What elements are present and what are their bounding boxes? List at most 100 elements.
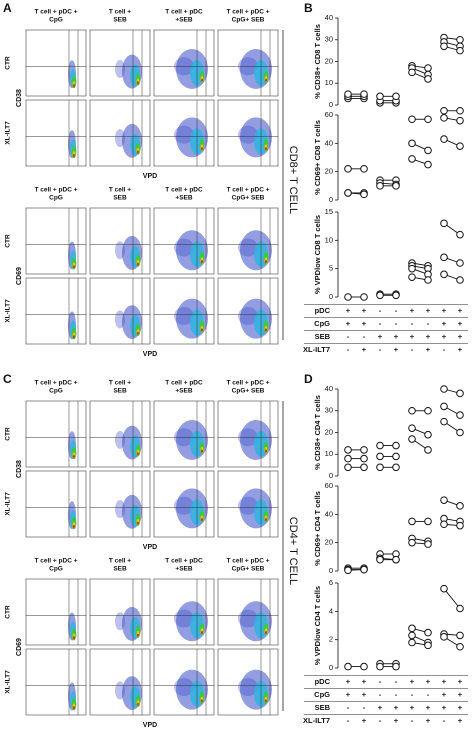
- condition-sign: -: [347, 345, 350, 354]
- data-dot: [408, 638, 416, 647]
- condition-sign: +: [410, 306, 415, 315]
- flow-plot: [25, 400, 87, 468]
- flow-plot: [25, 29, 87, 97]
- condition-sign: -: [411, 345, 414, 354]
- condition-sign: +: [394, 345, 399, 354]
- data-dot: [456, 502, 464, 510]
- data-dot: [344, 662, 352, 671]
- flow-plot: [217, 277, 279, 345]
- condition-sign: +: [410, 332, 415, 341]
- data-dot: [424, 517, 432, 526]
- condition-sign: +: [362, 306, 367, 315]
- pair-line: [443, 588, 461, 609]
- column-header: T cell +: [109, 380, 131, 387]
- flow-plot: [153, 400, 215, 468]
- flow-plot: [89, 578, 151, 646]
- condition-sign: +: [362, 716, 367, 725]
- data-dot: [392, 92, 400, 101]
- density-spread: [238, 496, 258, 515]
- flow-plot: [25, 277, 87, 345]
- condition-sign: +: [362, 690, 367, 699]
- y-tick-label: 0: [329, 566, 333, 575]
- density-max: [137, 452, 139, 456]
- data-dot: [344, 165, 352, 173]
- density-spread: [174, 238, 194, 257]
- condition-sign: -: [347, 703, 350, 712]
- condition-sign: +: [362, 319, 367, 328]
- column-header: SEB: [113, 17, 127, 24]
- column-header: CpG: [49, 195, 63, 202]
- condition-sign: +: [442, 319, 447, 328]
- flow-plot: [89, 648, 151, 716]
- density-spread: [115, 59, 125, 78]
- column-header: T cell + pDC +: [35, 9, 78, 16]
- condition-sign: +: [394, 716, 399, 725]
- condition-sign: +: [426, 306, 431, 315]
- column-header: T cell +: [109, 9, 131, 16]
- density-max: [137, 331, 139, 335]
- density-spread: [238, 238, 258, 257]
- condition-sign: -: [395, 306, 398, 315]
- data-dot: [408, 424, 416, 432]
- flow-plot: [153, 648, 215, 716]
- x-axis-label: VPD: [143, 544, 157, 551]
- condition-sign: -: [379, 677, 382, 686]
- condition-sign: +: [362, 345, 367, 354]
- column-header: CpG: [49, 388, 63, 395]
- data-dot: [456, 604, 464, 613]
- data-dot: [376, 555, 384, 564]
- condition-label: SEB: [315, 703, 331, 712]
- data-dot: [424, 628, 432, 637]
- flow-plot: [153, 578, 215, 646]
- column-header: CpG: [49, 566, 63, 573]
- data-dot: [392, 441, 400, 450]
- condition-sign: -: [395, 690, 398, 699]
- y-tick-label: 20: [325, 56, 333, 65]
- plot-frame: [89, 207, 151, 275]
- column-header: T cell + pDC: [165, 9, 203, 16]
- y-axis-label: CD69: [16, 267, 23, 285]
- row-label: CTR: [5, 427, 12, 441]
- column-header: +SEB: [175, 195, 192, 202]
- data-dot: [360, 90, 368, 98]
- flow-plot: [217, 207, 279, 275]
- data-dot: [424, 406, 432, 415]
- panel-letter: D: [304, 372, 313, 386]
- density-max: [73, 153, 75, 157]
- condition-sign: -: [379, 319, 382, 328]
- data-dot: [456, 35, 464, 44]
- row-label: CTR: [5, 605, 12, 619]
- condition-sign: +: [346, 306, 351, 315]
- data-dot: [376, 662, 384, 671]
- y-tick-label: 0: [329, 663, 333, 672]
- density-max: [265, 328, 267, 332]
- flow-plot: [153, 470, 215, 538]
- data-dot: [408, 624, 416, 633]
- density-max: [137, 633, 139, 637]
- flow-plot: [25, 99, 87, 167]
- density-max: [201, 259, 203, 263]
- column-header: T cell + pDC +: [35, 380, 78, 387]
- flow-plot: [89, 99, 151, 167]
- condition-sign: -: [427, 690, 430, 699]
- data-dot: [344, 463, 352, 472]
- condition-sign: -: [363, 703, 366, 712]
- flow-plot: [89, 207, 151, 275]
- row-label: CTR: [5, 56, 12, 70]
- condition-sign: +: [378, 332, 383, 341]
- condition-sign: -: [395, 319, 398, 328]
- flow-plot: [217, 29, 279, 97]
- density-max: [265, 259, 267, 263]
- data-dot: [408, 273, 416, 281]
- data-dot: [440, 584, 448, 593]
- column-header: +SEB: [175, 17, 192, 24]
- y-tick-label: 20: [325, 167, 333, 176]
- y-tick-label: 10: [325, 449, 333, 458]
- column-header: CpG+ SEB: [232, 388, 265, 395]
- density-max: [73, 636, 75, 640]
- data-dot: [376, 463, 384, 472]
- condition-label: CpG: [314, 690, 330, 699]
- condition-sign: +: [458, 690, 463, 699]
- density-max: [201, 449, 203, 453]
- density-max: [73, 83, 75, 87]
